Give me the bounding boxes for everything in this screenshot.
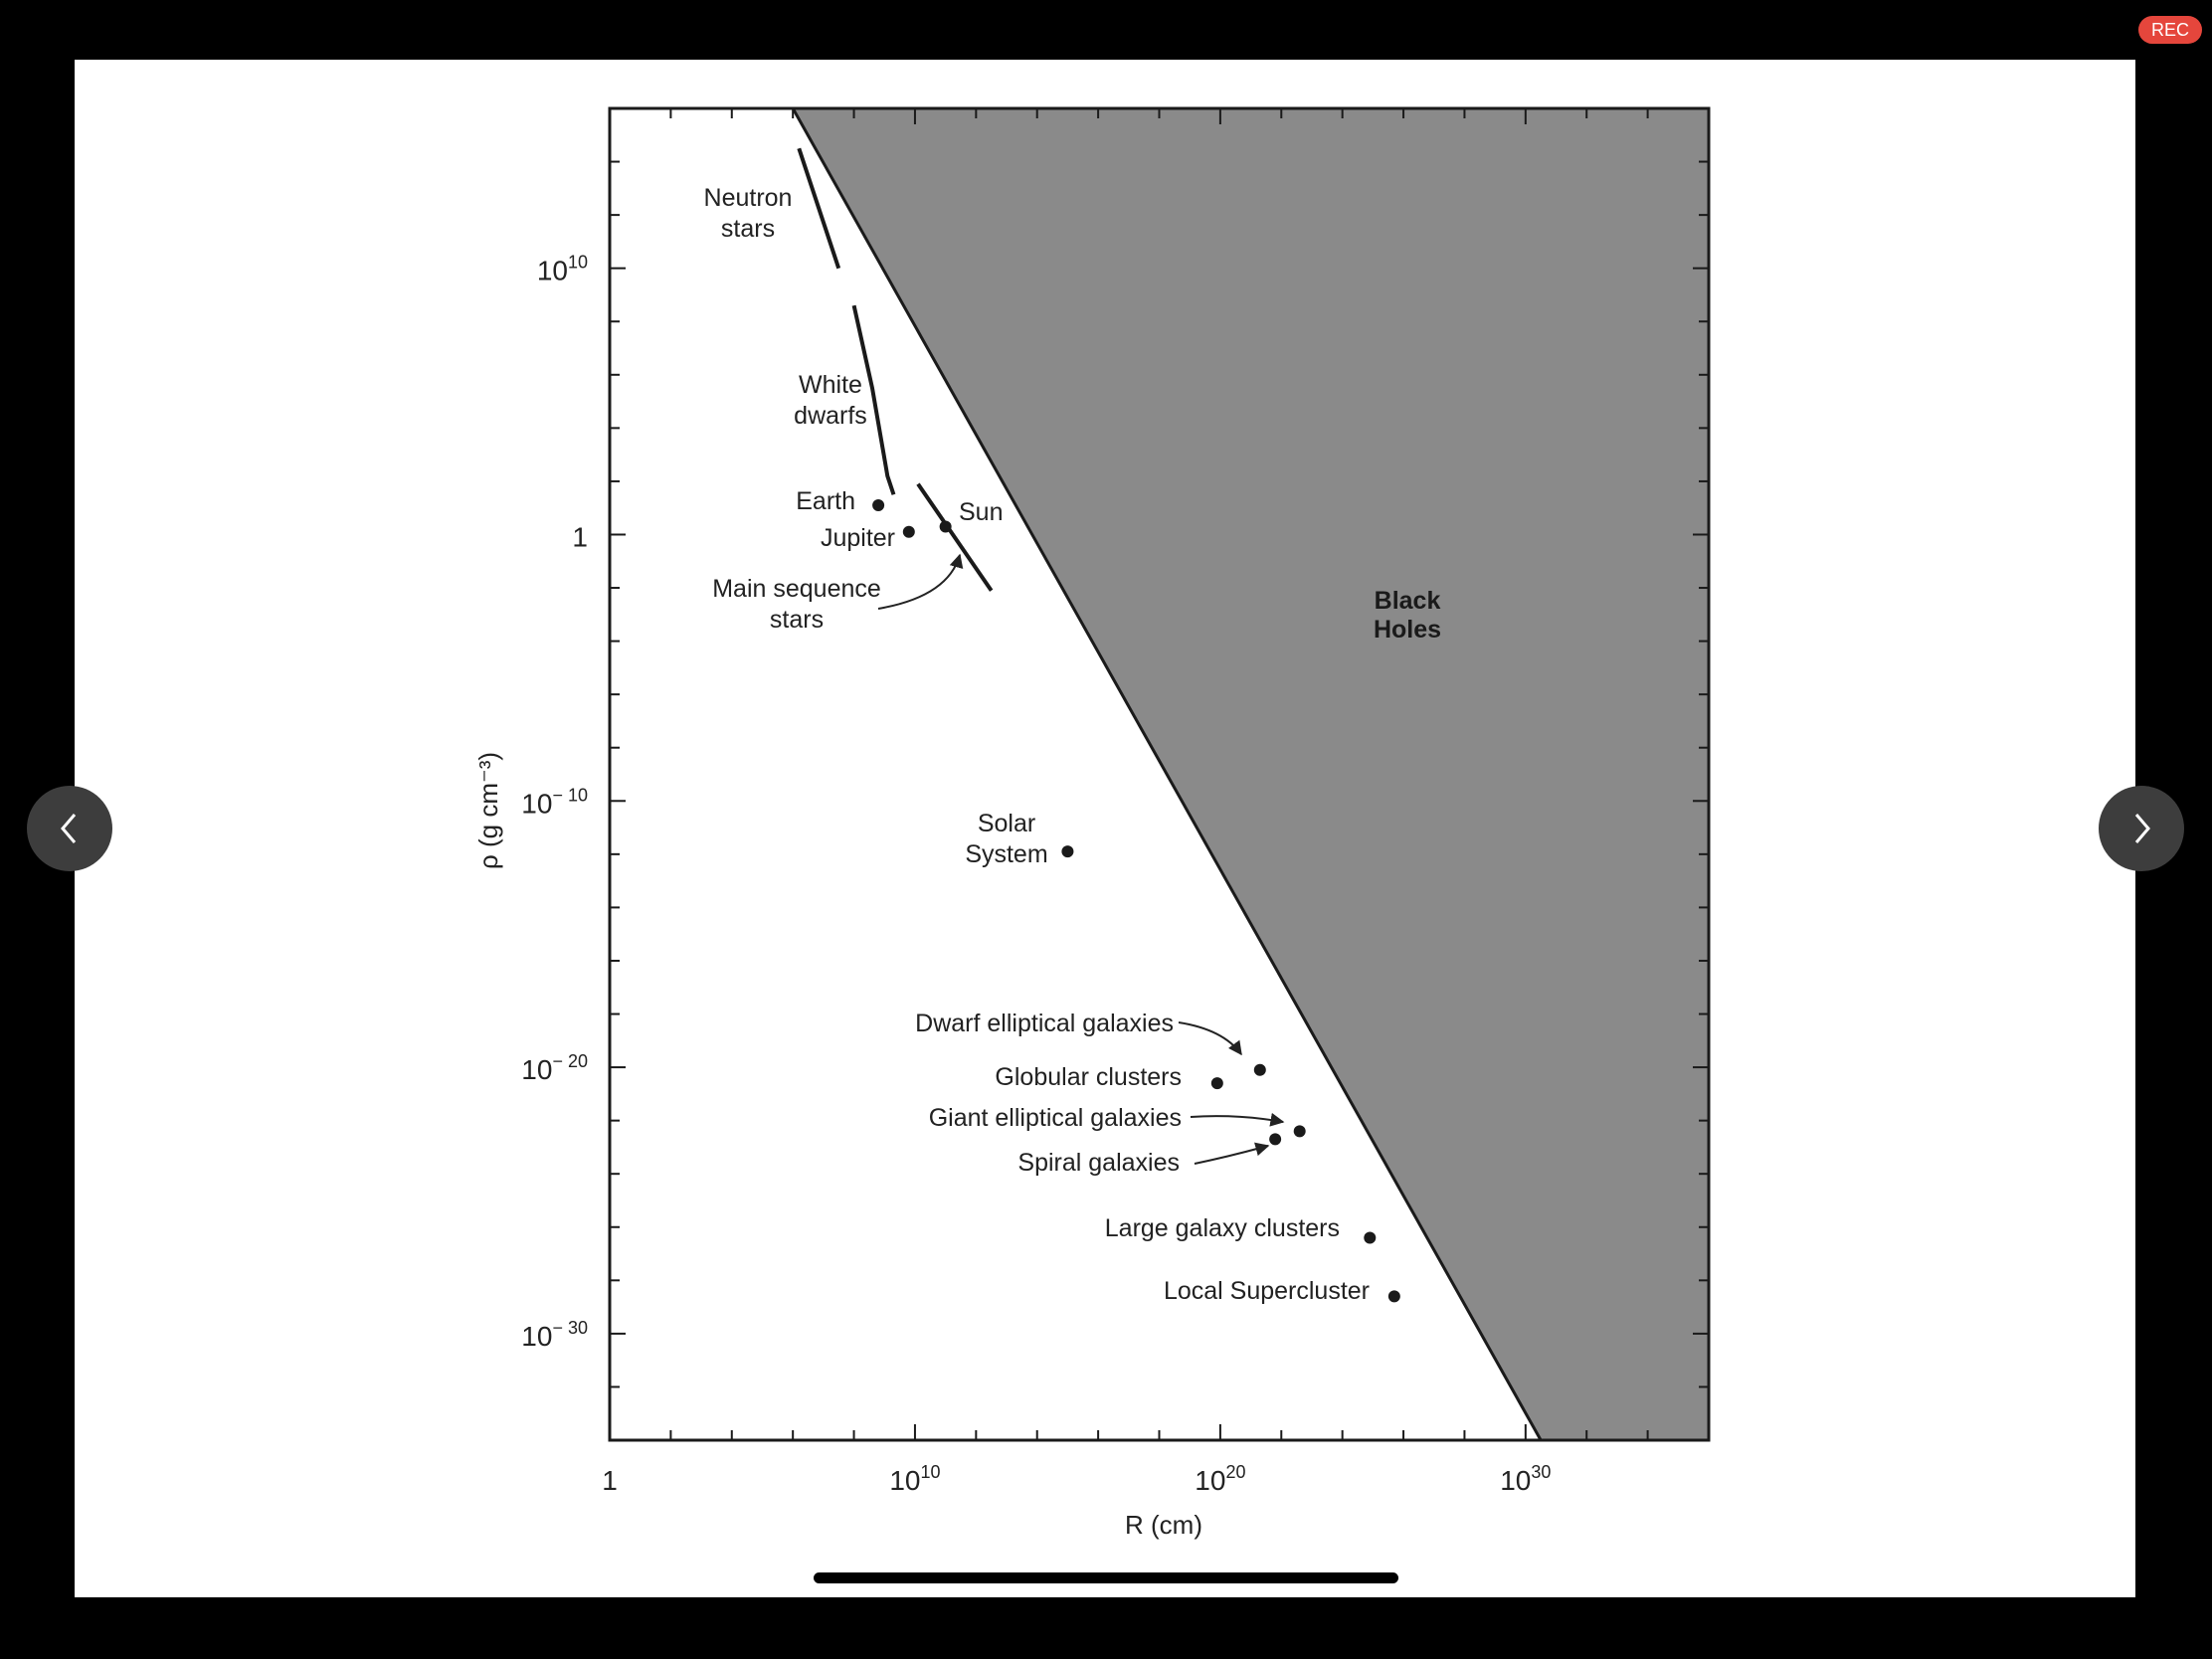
point-large-galaxy-clusters bbox=[1364, 1231, 1377, 1244]
annotation-spiral: Spiral galaxies bbox=[1017, 1149, 1180, 1177]
annotation-sun: Sun bbox=[959, 498, 1003, 526]
arrow-dwarf-elliptical bbox=[1178, 1021, 1242, 1056]
annotation-mainseq: Main sequence stars bbox=[712, 575, 881, 634]
point-globular-clusters bbox=[1210, 1077, 1223, 1090]
annotation-white: White dwarfs bbox=[794, 371, 867, 430]
arrow-giant-elliptical bbox=[1190, 1112, 1285, 1127]
curve-neutron-stars bbox=[797, 147, 841, 270]
x-tick-label: 1 bbox=[602, 1465, 618, 1496]
point-sun bbox=[939, 520, 952, 533]
black-holes-label: Black Holes bbox=[1374, 587, 1441, 644]
next-slide-button[interactable] bbox=[2099, 786, 2184, 871]
y-tick-label: 10− 10 bbox=[521, 785, 588, 819]
annotation-local: Local Supercluster bbox=[1164, 1277, 1370, 1305]
point-giant-elliptical-galaxies bbox=[1293, 1125, 1306, 1138]
point-earth bbox=[872, 499, 885, 512]
x-tick-label: 1010 bbox=[889, 1462, 940, 1496]
curve-main-sequence-stars bbox=[916, 482, 994, 592]
arrow-main-sequence bbox=[877, 553, 964, 610]
annotation-dwarf: Dwarf elliptical galaxies bbox=[915, 1010, 1174, 1037]
x-tick-label: 1020 bbox=[1195, 1462, 1245, 1496]
home-indicator[interactable] bbox=[814, 1572, 1398, 1583]
y-axis-label: ρ (g cm⁻³) bbox=[473, 752, 503, 869]
recording-badge: REC bbox=[2138, 16, 2202, 44]
x-axis-label: R (cm) bbox=[1125, 1510, 1202, 1540]
x-tick-label: 1030 bbox=[1500, 1462, 1551, 1496]
point-spiral-galaxies bbox=[1269, 1133, 1282, 1146]
density-radius-chart: 1 1010 1020 1030 1010 1 10− 10 10− 20 10− 30 R (… bbox=[473, 106, 1711, 1540]
annotation-large: Large galaxy clusters bbox=[1105, 1214, 1340, 1242]
annotation-globular: Globular clusters bbox=[995, 1063, 1182, 1091]
y-tick-label: 10− 30 bbox=[521, 1318, 588, 1352]
chevron-left-icon bbox=[61, 814, 77, 843]
point-dwarf-elliptical-galaxies bbox=[1253, 1063, 1266, 1076]
annotation-jupiter: Jupiter bbox=[821, 524, 895, 552]
slide-image: 1 1010 1020 1030 1010 1 10− 10 10− 20 10− 30 R (… bbox=[75, 60, 2135, 1597]
annotation-earth: Earth bbox=[796, 487, 855, 515]
black-hole-region bbox=[793, 108, 1709, 1440]
chevron-right-icon bbox=[2134, 814, 2150, 843]
annotation-neutron: Neutron stars bbox=[704, 184, 793, 243]
curve-white-dwarfs bbox=[851, 304, 896, 495]
y-tick-label: 1 bbox=[572, 521, 588, 552]
y-tick-label: 1010 bbox=[537, 253, 588, 286]
previous-slide-button[interactable] bbox=[27, 786, 112, 871]
point-solar-system bbox=[1061, 845, 1074, 858]
point-jupiter bbox=[902, 525, 915, 538]
arrow-spiral bbox=[1194, 1142, 1270, 1165]
y-tick-label: 10− 20 bbox=[521, 1051, 588, 1085]
annotation-giant: Giant elliptical galaxies bbox=[929, 1104, 1182, 1132]
annotation-solar: Solar System bbox=[965, 810, 1047, 868]
black-hole-boundary-line bbox=[791, 107, 1543, 1441]
point-local-supercluster bbox=[1387, 1290, 1400, 1303]
